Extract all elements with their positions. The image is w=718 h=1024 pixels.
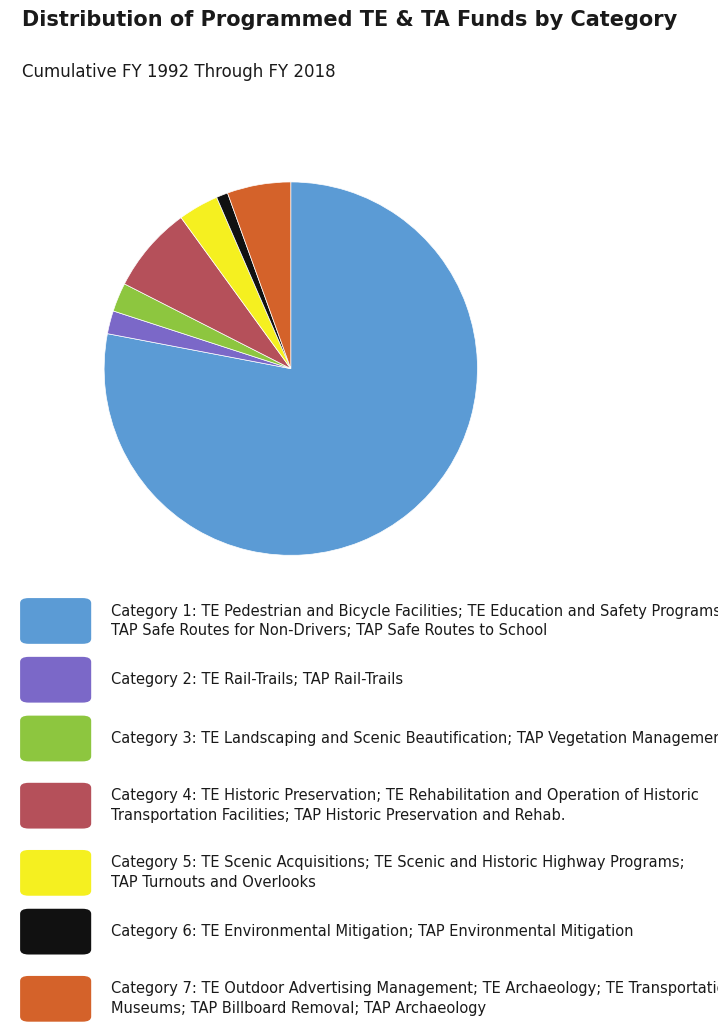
Text: Cumulative FY 1992 Through FY 2018: Cumulative FY 1992 Through FY 2018	[22, 63, 335, 82]
Wedge shape	[217, 193, 291, 369]
Wedge shape	[104, 182, 477, 555]
Wedge shape	[124, 218, 291, 369]
FancyBboxPatch shape	[20, 716, 91, 762]
Text: Category 3: TE Landscaping and Scenic Beautification; TAP Vegetation Management: Category 3: TE Landscaping and Scenic Be…	[111, 731, 718, 746]
Wedge shape	[228, 182, 291, 369]
Text: Category 4: TE Historic Preservation; TE Rehabilitation and Operation of Histori: Category 4: TE Historic Preservation; TE…	[111, 788, 699, 823]
Text: Category 6: TE Environmental Mitigation; TAP Environmental Mitigation: Category 6: TE Environmental Mitigation;…	[111, 924, 634, 939]
Text: Category 1: TE Pedestrian and Bicycle Facilities; TE Education and Safety Progra: Category 1: TE Pedestrian and Bicycle Fa…	[111, 603, 718, 638]
Wedge shape	[108, 311, 291, 369]
Wedge shape	[181, 198, 291, 369]
Text: Distribution of Programmed TE & TA Funds by Category: Distribution of Programmed TE & TA Funds…	[22, 10, 677, 31]
FancyBboxPatch shape	[20, 850, 91, 896]
Wedge shape	[113, 284, 291, 369]
FancyBboxPatch shape	[20, 976, 91, 1022]
FancyBboxPatch shape	[20, 598, 91, 644]
FancyBboxPatch shape	[20, 908, 91, 954]
Text: Category 7: TE Outdoor Advertising Management; TE Archaeology; TE Transportation: Category 7: TE Outdoor Advertising Manag…	[111, 981, 718, 1016]
Text: Category 5: TE Scenic Acquisitions; TE Scenic and Historic Highway Programs;
TAP: Category 5: TE Scenic Acquisitions; TE S…	[111, 855, 685, 890]
FancyBboxPatch shape	[20, 782, 91, 828]
FancyBboxPatch shape	[20, 656, 91, 702]
Text: Category 2: TE Rail-Trails; TAP Rail-Trails: Category 2: TE Rail-Trails; TAP Rail-Tra…	[111, 672, 404, 687]
